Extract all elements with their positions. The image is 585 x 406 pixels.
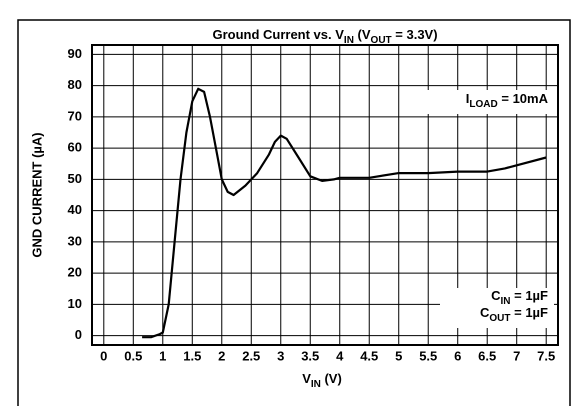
y-tick-label: 80	[68, 77, 82, 92]
annotation-box	[416, 90, 554, 114]
x-tick-label: 6.5	[478, 348, 496, 363]
text-part: = 1µF	[511, 305, 549, 320]
x-tick-label: 1	[159, 348, 166, 363]
x-tick-label: 3.5	[301, 348, 319, 363]
x-tick-label: 1.5	[183, 348, 201, 363]
x-tick-label: 0	[100, 348, 107, 363]
x-axis-label: VIN (V)	[302, 371, 342, 389]
data-line	[142, 87, 547, 339]
y-tick-label: 60	[68, 140, 82, 155]
y-tick-label: 40	[68, 202, 82, 217]
text-part: C	[491, 288, 501, 303]
x-tick-label: 2.5	[242, 348, 260, 363]
frame	[17, 19, 571, 406]
y-tick-label: 0	[75, 327, 82, 342]
text-part: = 1µF	[511, 288, 549, 303]
text-part: V	[302, 371, 311, 386]
x-tick-label: 5.5	[419, 348, 437, 363]
y-tick-label: 70	[68, 108, 82, 123]
text-part: = 3.3V)	[392, 27, 438, 42]
text-part: C	[480, 305, 490, 320]
subscript: IN	[501, 296, 511, 307]
y-tick-label: 50	[68, 171, 82, 186]
y-tick-label: 90	[68, 46, 82, 61]
subscript: IN	[344, 35, 354, 46]
annotation: CIN = 1µF	[491, 288, 548, 306]
y-tick-label: 10	[68, 296, 82, 311]
y-axis-label: GND CURRENT (µA)	[29, 132, 44, 257]
subscript: LOAD	[469, 99, 497, 110]
y-tick-label: 30	[68, 233, 82, 248]
x-tick-label: 5	[395, 348, 402, 363]
chart-title: Ground Current vs. VIN (VOUT = 3.3V)	[212, 27, 437, 45]
annotation: ILOAD = 10mA	[466, 91, 549, 109]
x-tick-label: 7	[513, 348, 520, 363]
x-tick-label: 4	[336, 348, 344, 363]
subscript: IN	[311, 379, 321, 390]
x-tick-label: 0.5	[124, 348, 142, 363]
x-tick-label: 7.5	[537, 348, 555, 363]
annotation: COUT = 1µF	[480, 305, 548, 323]
subscript: OUT	[371, 35, 392, 46]
x-tick-label: 2	[218, 348, 225, 363]
text-part: (V)	[321, 371, 342, 386]
annotation-box	[440, 288, 554, 328]
y-tick-label: 20	[68, 265, 82, 280]
text-part: (V	[354, 27, 371, 42]
x-tick-label: 3	[277, 348, 284, 363]
x-tick-label: 6	[454, 348, 461, 363]
plot-area	[91, 44, 559, 346]
text-part: = 10mA	[498, 91, 549, 106]
subscript: OUT	[489, 313, 510, 324]
x-tick-label: 4.5	[360, 348, 378, 363]
text-part: I	[466, 91, 470, 106]
text-part: Ground Current vs. V	[212, 27, 344, 42]
